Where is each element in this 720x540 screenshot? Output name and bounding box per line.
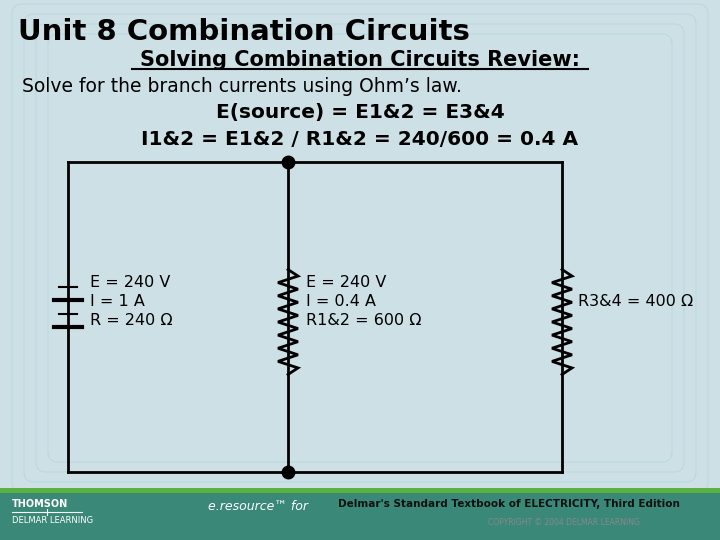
Text: I = 0.4 A: I = 0.4 A	[306, 294, 376, 309]
Text: R3&4 = 400 Ω: R3&4 = 400 Ω	[578, 294, 693, 309]
Text: E(source) = E1&2 = E3&4: E(source) = E1&2 = E3&4	[215, 103, 505, 122]
Text: COPYRIGHT © 2004 DELMAR LEARNING: COPYRIGHT © 2004 DELMAR LEARNING	[488, 518, 640, 527]
FancyBboxPatch shape	[0, 0, 720, 504]
Text: e.resource™ for: e.resource™ for	[208, 500, 308, 513]
Text: DELMAR LEARNING: DELMAR LEARNING	[12, 516, 93, 525]
Text: R = 240 Ω: R = 240 Ω	[90, 313, 173, 328]
Text: Delmar's Standard Textbook of ELECTRICITY, Third Edition: Delmar's Standard Textbook of ELECTRICIT…	[338, 499, 680, 509]
Bar	[0, 488, 720, 540]
Text: E = 240 V: E = 240 V	[306, 275, 387, 290]
Text: THOMSON: THOMSON	[12, 499, 68, 509]
Text: I = 1 A: I = 1 A	[90, 294, 145, 309]
Text: Unit 8 Combination Circuits: Unit 8 Combination Circuits	[18, 18, 470, 46]
Text: Solve for the branch currents using Ohm’s law.: Solve for the branch currents using Ohm’…	[22, 77, 462, 96]
Text: Solving Combination Circuits Review:: Solving Combination Circuits Review:	[140, 50, 580, 70]
Bar	[0, 488, 720, 493]
Text: R1&2 = 600 Ω: R1&2 = 600 Ω	[306, 313, 421, 328]
Text: I1&2 = E1&2 / R1&2 = 240/600 = 0.4 A: I1&2 = E1&2 / R1&2 = 240/600 = 0.4 A	[141, 130, 579, 149]
Text: E = 240 V: E = 240 V	[90, 275, 171, 290]
